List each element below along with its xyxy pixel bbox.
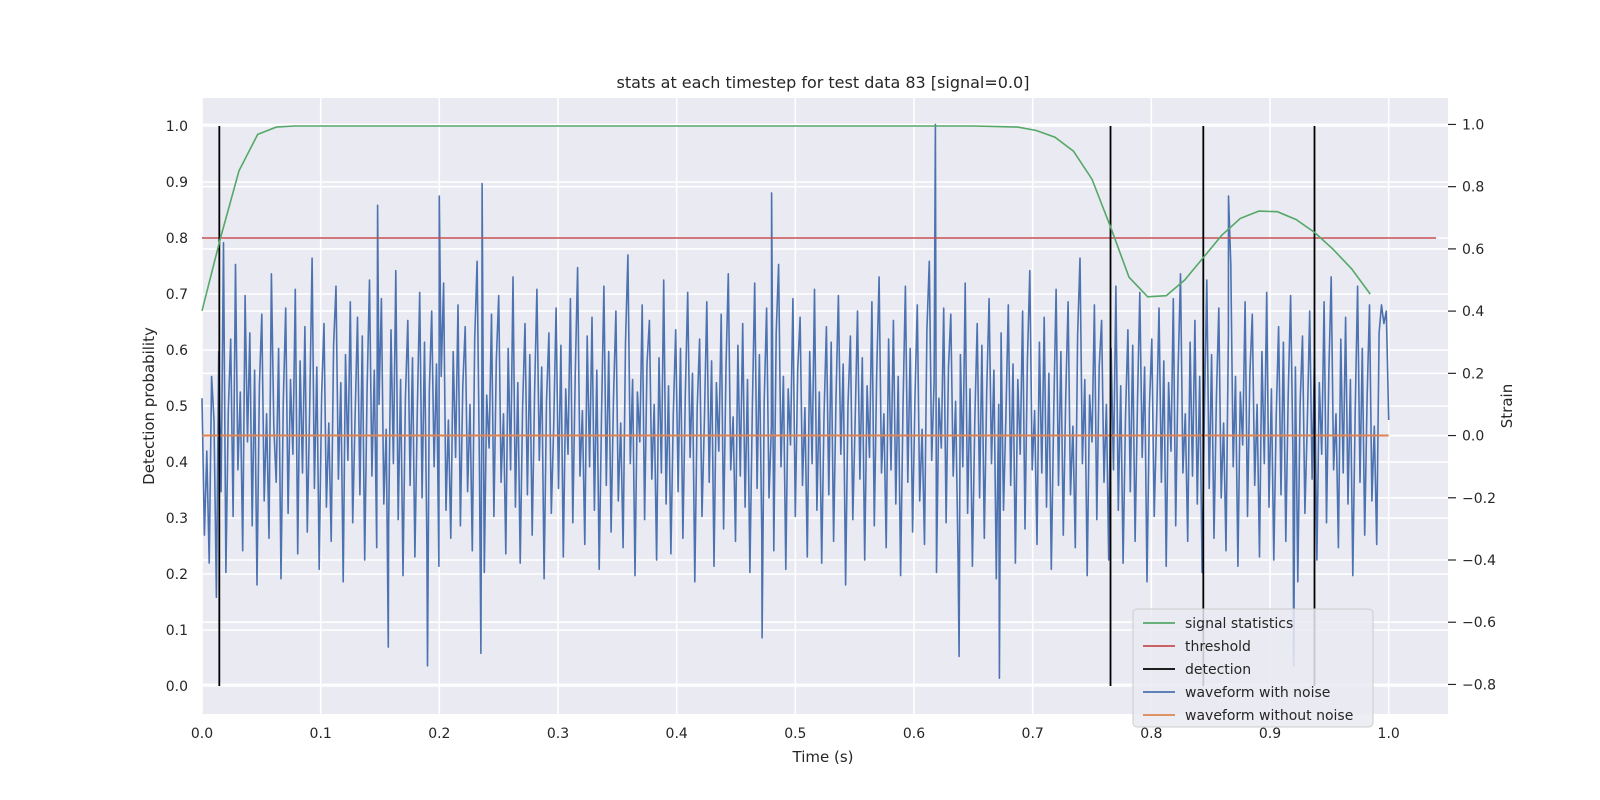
y-right-tick-label: −0.2 — [1462, 491, 1496, 507]
y-right-tick-label: −0.8 — [1462, 677, 1496, 693]
y-left-tick-label: 0.6 — [166, 343, 188, 359]
legend-label: threshold — [1185, 639, 1251, 655]
x-tick-label: 0.5 — [784, 726, 806, 742]
y-right-tick-label: 0.2 — [1462, 366, 1484, 382]
x-axis-label: Time (s) — [792, 748, 854, 766]
legend: signal statistics threshold detection wavef… — [1132, 608, 1374, 728]
y-right-tick-label: 1.0 — [1462, 117, 1484, 133]
series-waveform-with-noise — [201, 123, 1390, 680]
y-left-tick-label: 0.7 — [166, 287, 188, 303]
y-right-tick-label: 0.4 — [1462, 304, 1484, 320]
legend-label: signal statistics — [1185, 616, 1293, 632]
y-left-tick-label: 0.2 — [166, 567, 188, 583]
legend-box — [1132, 608, 1374, 728]
y-left-tick-label: 1.0 — [166, 119, 188, 135]
y-left-tick-label: 0.8 — [166, 231, 188, 247]
y-left-tick-label: 0.9 — [166, 175, 188, 191]
y-right-tick-label: −0.4 — [1462, 553, 1496, 569]
y-left-tick-label: 0.3 — [166, 511, 188, 527]
chart-title: stats at each timestep for test data 83 … — [617, 73, 1030, 92]
x-tick-label: 0.6 — [903, 726, 925, 742]
y-left-tick-label: 0.4 — [166, 455, 188, 471]
x-tick-label: 0.7 — [1022, 726, 1044, 742]
legend-label: waveform without noise — [1185, 708, 1353, 724]
x-tick-label: 0.3 — [547, 726, 569, 742]
y-right-tick-label: −0.6 — [1462, 615, 1496, 631]
x-tick-label: 0.2 — [428, 726, 450, 742]
y-left-tick-label: 0.0 — [166, 679, 188, 695]
y-left-tick-label: 0.1 — [166, 623, 188, 639]
legend-label: detection — [1185, 662, 1251, 678]
x-tick-label: 0.1 — [310, 726, 332, 742]
y-axis-left-label: Detection probability — [140, 327, 158, 485]
y-left-tick-label: 0.5 — [166, 399, 188, 415]
x-tick-label: 0.4 — [666, 726, 688, 742]
y-right-tick-label: 0.8 — [1462, 180, 1484, 196]
y-right-tick-label: 0.6 — [1462, 242, 1484, 258]
series-layer — [201, 123, 1437, 686]
x-tick-label: 1.0 — [1378, 726, 1400, 742]
legend-label: waveform with noise — [1185, 685, 1330, 701]
x-tick-label: 0.8 — [1140, 726, 1162, 742]
axes-layer: 0.0 0.1 0.2 0.3 0.4 0.5 0.6 0.7 0.8 0.9 1.0 0.0 0.1 0… — [166, 117, 1496, 742]
y-right-tick-label: 0.0 — [1462, 429, 1484, 445]
x-tick-label: 0.9 — [1259, 726, 1281, 742]
x-tick-label: 0.0 — [191, 726, 213, 742]
series-signal-statistics — [201, 125, 1371, 311]
y-axis-right-label: Strain — [1498, 384, 1516, 428]
